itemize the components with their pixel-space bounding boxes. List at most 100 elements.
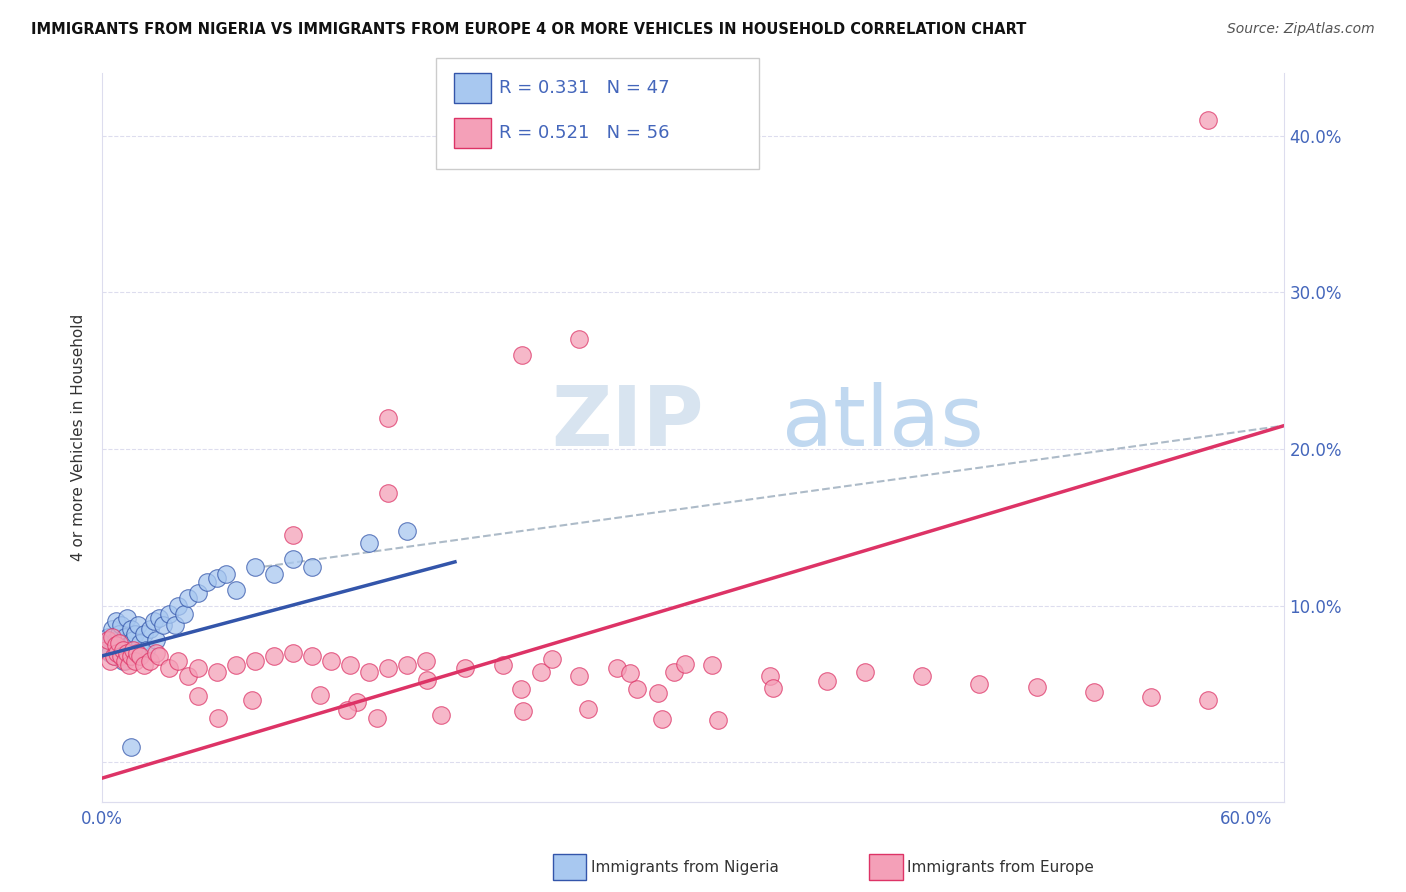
Point — [319, 654, 342, 668]
Point — [541, 652, 564, 666]
Point — [177, 669, 200, 683]
Point — [94, 642, 117, 657]
Point — [491, 658, 513, 673]
Point — [121, 633, 143, 648]
Point — [281, 551, 304, 566]
Point — [205, 570, 228, 584]
Point — [205, 665, 228, 679]
Point — [129, 636, 152, 650]
Point — [242, 693, 264, 707]
Point — [359, 536, 381, 550]
Point — [301, 648, 323, 663]
Point — [301, 559, 323, 574]
Point — [125, 646, 148, 660]
Point — [187, 661, 209, 675]
Point — [120, 739, 142, 754]
Point — [707, 714, 730, 728]
Point — [134, 627, 156, 641]
Point — [142, 615, 165, 629]
Text: atlas: atlas — [782, 382, 984, 463]
Point — [263, 648, 285, 663]
Point — [359, 665, 381, 679]
Point — [664, 665, 686, 679]
Point — [108, 636, 131, 650]
Point — [619, 665, 641, 680]
Point — [114, 630, 136, 644]
Point — [112, 654, 135, 668]
Point — [98, 646, 121, 660]
Point — [308, 688, 330, 702]
Point — [815, 673, 838, 688]
Point — [1025, 680, 1047, 694]
Point — [430, 707, 453, 722]
Point — [187, 689, 209, 703]
Point — [129, 648, 152, 663]
Point — [911, 669, 934, 683]
Point — [416, 673, 439, 688]
Point — [114, 654, 136, 668]
Text: Source: ZipAtlas.com: Source: ZipAtlas.com — [1227, 22, 1375, 37]
Point — [673, 657, 696, 672]
Point — [853, 665, 876, 679]
Point — [647, 686, 669, 700]
Point — [215, 567, 238, 582]
Point — [346, 695, 368, 709]
Point — [195, 575, 218, 590]
Point — [127, 617, 149, 632]
Point — [107, 646, 129, 660]
Text: ZIP: ZIP — [551, 382, 704, 463]
Text: IMMIGRANTS FROM NIGERIA VS IMMIGRANTS FROM EUROPE 4 OR MORE VEHICLES IN HOUSEHOL: IMMIGRANTS FROM NIGERIA VS IMMIGRANTS FR… — [31, 22, 1026, 37]
Point — [152, 617, 174, 632]
Point — [134, 658, 156, 673]
Point — [510, 348, 533, 362]
Point — [121, 642, 143, 657]
Point — [167, 599, 190, 613]
Point — [336, 703, 359, 717]
Point — [651, 712, 673, 726]
Point — [568, 332, 591, 346]
Point — [530, 665, 553, 679]
Point — [281, 528, 304, 542]
Point — [157, 661, 180, 675]
Point — [377, 486, 399, 500]
Point — [120, 648, 142, 663]
Point — [225, 583, 247, 598]
Point — [135, 642, 157, 657]
Point — [97, 633, 120, 648]
Point — [1083, 685, 1105, 699]
Point — [112, 642, 135, 657]
Point — [124, 627, 146, 641]
Point — [115, 642, 138, 657]
Point — [263, 567, 285, 582]
Point — [396, 524, 419, 538]
Point — [576, 702, 599, 716]
Point — [207, 711, 229, 725]
Point — [110, 648, 132, 663]
Point — [125, 646, 148, 660]
Point — [145, 633, 167, 648]
Point — [1197, 692, 1219, 706]
Point — [1197, 113, 1219, 128]
Point — [626, 681, 648, 696]
Point — [396, 658, 419, 673]
Point — [104, 633, 127, 648]
Point — [120, 648, 142, 663]
Text: Immigrants from Nigeria: Immigrants from Nigeria — [591, 860, 779, 874]
Point — [94, 638, 117, 652]
Point — [1140, 690, 1163, 704]
Point — [281, 646, 304, 660]
Point — [139, 622, 162, 636]
Point — [103, 648, 125, 663]
Text: R = 0.521   N = 56: R = 0.521 N = 56 — [499, 124, 669, 142]
Point — [104, 638, 127, 652]
Point — [118, 658, 141, 673]
Point — [762, 681, 785, 695]
Point — [225, 658, 247, 673]
Point — [453, 661, 475, 675]
Text: Immigrants from Europe: Immigrants from Europe — [907, 860, 1094, 874]
Point — [568, 669, 591, 683]
Point — [120, 622, 142, 636]
Point — [139, 654, 162, 668]
Point — [100, 630, 122, 644]
Point — [145, 646, 167, 660]
